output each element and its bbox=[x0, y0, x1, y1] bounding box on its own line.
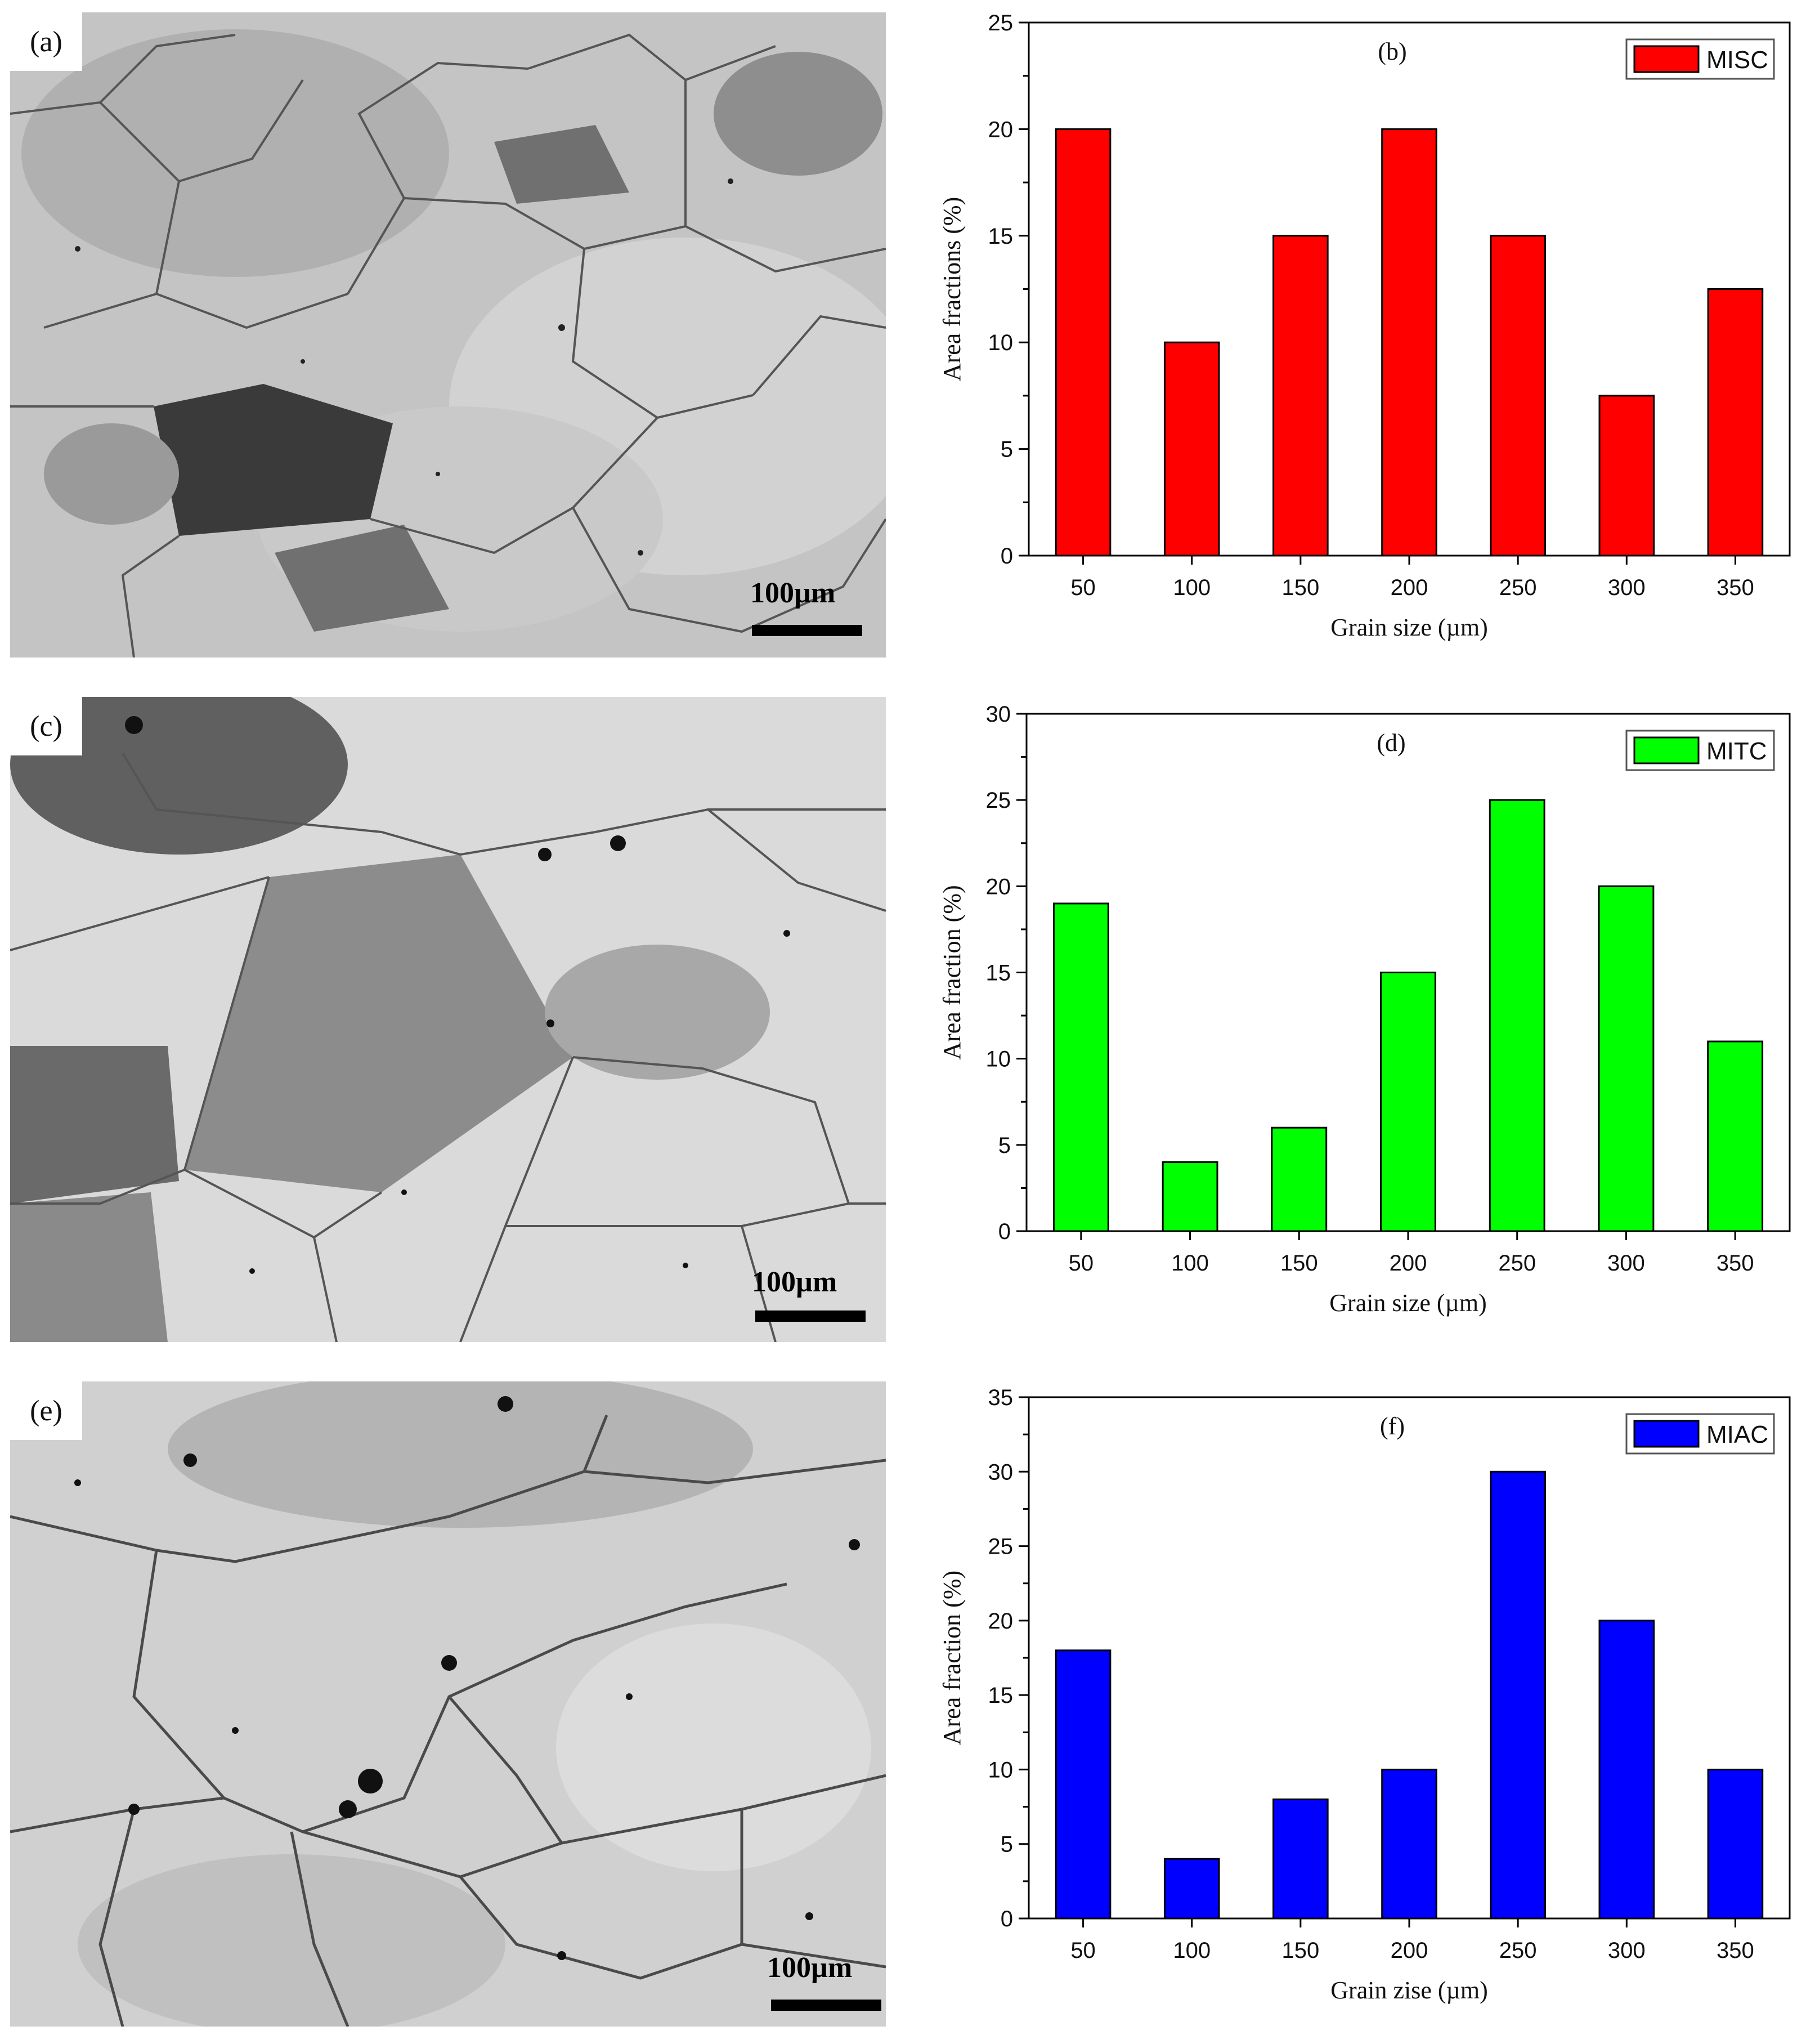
y-tick-label-f: 35 bbox=[988, 1385, 1014, 1410]
bar-d-150 bbox=[1271, 1126, 1328, 1232]
legend-swatch-f bbox=[1633, 1420, 1700, 1448]
panel-label-d: (d) bbox=[1377, 729, 1405, 757]
y-tick-label-f: 0 bbox=[1001, 1907, 1013, 1931]
chart-f: 0 5 10 15 20 25 30 35 50 100 150 200 250 300 350 Grain … bbox=[923, 1369, 1806, 2044]
bar-d-50 bbox=[1052, 902, 1109, 1232]
x-tick-label-b: 50 bbox=[1070, 575, 1096, 600]
legend-label-d: MITC bbox=[1706, 737, 1767, 765]
x-tick-label-f: 100 bbox=[1173, 1938, 1211, 1963]
x-axis-title-b: Grain size (µm) bbox=[1330, 614, 1487, 641]
bar-d-250 bbox=[1489, 799, 1545, 1232]
panel-label-a: (a) bbox=[10, 12, 82, 71]
micrograph-a: (a) 100µm bbox=[10, 12, 886, 658]
x-tick-label-b: 300 bbox=[1608, 575, 1646, 600]
bar-b-200 bbox=[1381, 128, 1437, 557]
chart-b-svg: 0 5 10 15 20 25 50 100 150 200 250 300 350 Grain size… bbox=[938, 11, 1791, 641]
bar-f-50 bbox=[1055, 1649, 1112, 1920]
bar-b-150 bbox=[1272, 235, 1329, 557]
chart-d: 0 5 10 15 20 25 30 50 100 150 200 250 300 350 Grain si… bbox=[923, 685, 1806, 1349]
bar-d-200 bbox=[1380, 972, 1436, 1232]
bar-b-300 bbox=[1598, 395, 1655, 557]
bar-d-350 bbox=[1707, 1040, 1764, 1232]
x-tick-label-f: 150 bbox=[1281, 1938, 1319, 1963]
x-tick-label-f: 350 bbox=[1717, 1938, 1754, 1963]
x-tick-label-b: 150 bbox=[1281, 575, 1319, 600]
y-tick-label-d: 30 bbox=[986, 702, 1011, 727]
micrograph-c: (c) 100µm bbox=[10, 697, 886, 1342]
micrograph-a-texture bbox=[10, 12, 886, 658]
chart-d-svg: 0 5 10 15 20 25 30 50 100 150 200 250 300 350 Grain si… bbox=[938, 702, 1791, 1317]
y-tick-label-f: 20 bbox=[988, 1609, 1014, 1634]
y-tick-label-b: 0 bbox=[1001, 544, 1013, 569]
scale-bar-e bbox=[771, 2000, 881, 2011]
bar-b-350 bbox=[1707, 288, 1764, 557]
panel-label-b: (b) bbox=[1378, 38, 1406, 65]
micrograph-e: (e) 100µm bbox=[10, 1381, 886, 2027]
bar-f-150 bbox=[1272, 1798, 1329, 1920]
bar-b-100 bbox=[1163, 341, 1220, 557]
y-tick-label-f: 15 bbox=[988, 1683, 1014, 1708]
x-tick-label-d: 150 bbox=[1280, 1251, 1318, 1276]
y-tick-label-b: 25 bbox=[988, 11, 1014, 35]
scale-label-c: 100µm bbox=[752, 1266, 837, 1298]
y-tick-label-b: 5 bbox=[1001, 437, 1013, 462]
x-tick-label-b: 100 bbox=[1173, 575, 1211, 600]
x-tick-label-f: 300 bbox=[1608, 1938, 1646, 1963]
x-tick-label-d: 300 bbox=[1607, 1251, 1645, 1276]
x-tick-label-f: 250 bbox=[1499, 1938, 1537, 1963]
x-tick-label-f: 50 bbox=[1070, 1938, 1096, 1963]
bar-f-300 bbox=[1598, 1620, 1655, 1920]
legend-label-b: MISC bbox=[1706, 46, 1768, 74]
scale-bar-a bbox=[752, 625, 862, 636]
bar-f-350 bbox=[1707, 1768, 1764, 1920]
y-tick-label-d: 20 bbox=[986, 874, 1011, 899]
x-tick-label-d: 200 bbox=[1390, 1251, 1427, 1276]
panel-label-c: (c) bbox=[10, 697, 82, 755]
legend-swatch-d bbox=[1633, 736, 1700, 764]
x-tick-label-f: 200 bbox=[1391, 1938, 1428, 1963]
bar-f-250 bbox=[1490, 1470, 1546, 1920]
y-tick-label-d: 0 bbox=[998, 1219, 1011, 1244]
y-tick-label-d: 10 bbox=[986, 1047, 1011, 1072]
bar-d-300 bbox=[1598, 885, 1655, 1232]
panel-label-f: (f) bbox=[1380, 1412, 1405, 1440]
y-tick-label-f: 30 bbox=[988, 1460, 1014, 1484]
x-tick-label-d: 100 bbox=[1171, 1251, 1209, 1276]
y-axis-title-b: Area fractions (%) bbox=[938, 197, 966, 381]
y-tick-label-b: 10 bbox=[988, 330, 1014, 355]
x-tick-label-b: 250 bbox=[1499, 575, 1537, 600]
x-tick-label-d: 350 bbox=[1717, 1251, 1754, 1276]
panel-label-e: (e) bbox=[10, 1381, 82, 1440]
micrograph-e-texture bbox=[10, 1381, 886, 2027]
y-tick-label-f: 25 bbox=[988, 1535, 1014, 1559]
y-tick-label-b: 20 bbox=[988, 117, 1014, 142]
bar-b-50 bbox=[1055, 128, 1112, 557]
micrograph-c-texture bbox=[10, 697, 886, 1342]
y-tick-label-d: 25 bbox=[986, 788, 1011, 813]
bar-f-200 bbox=[1381, 1768, 1437, 1920]
y-tick-label-b: 15 bbox=[988, 224, 1014, 249]
legend-label-f: MIAC bbox=[1706, 1421, 1768, 1448]
y-axis-title-f: Area fraction (%) bbox=[938, 1571, 966, 1745]
chart-b: 0 5 10 15 20 25 50 100 150 200 250 300 350 Grain size… bbox=[923, 0, 1806, 664]
x-tick-label-d: 250 bbox=[1498, 1251, 1536, 1276]
y-tick-label-f: 10 bbox=[988, 1757, 1014, 1782]
chart-f-svg: 0 5 10 15 20 25 30 35 50 100 150 200 250 300 350 Grain … bbox=[938, 1385, 1791, 2004]
x-tick-label-b: 350 bbox=[1717, 575, 1754, 600]
bar-b-250 bbox=[1490, 235, 1546, 557]
y-axis-title-d: Area fraction (%) bbox=[938, 885, 966, 1059]
x-tick-label-d: 50 bbox=[1069, 1251, 1094, 1276]
y-tick-label-d: 15 bbox=[986, 961, 1011, 986]
legend-swatch-b bbox=[1633, 45, 1700, 73]
bar-d-100 bbox=[1162, 1161, 1218, 1232]
x-tick-label-b: 200 bbox=[1391, 575, 1428, 600]
y-tick-label-d: 5 bbox=[998, 1133, 1011, 1158]
x-axis-title-f: Grain zise (µm) bbox=[1330, 1976, 1487, 2004]
bar-f-100 bbox=[1163, 1858, 1220, 1920]
scale-label-e: 100µm bbox=[767, 1952, 853, 1984]
y-tick-label-f: 5 bbox=[1001, 1832, 1013, 1857]
x-axis-title-d: Grain size (µm) bbox=[1329, 1289, 1486, 1317]
scale-label-a: 100µm bbox=[750, 577, 836, 609]
scale-bar-c bbox=[755, 1311, 866, 1322]
